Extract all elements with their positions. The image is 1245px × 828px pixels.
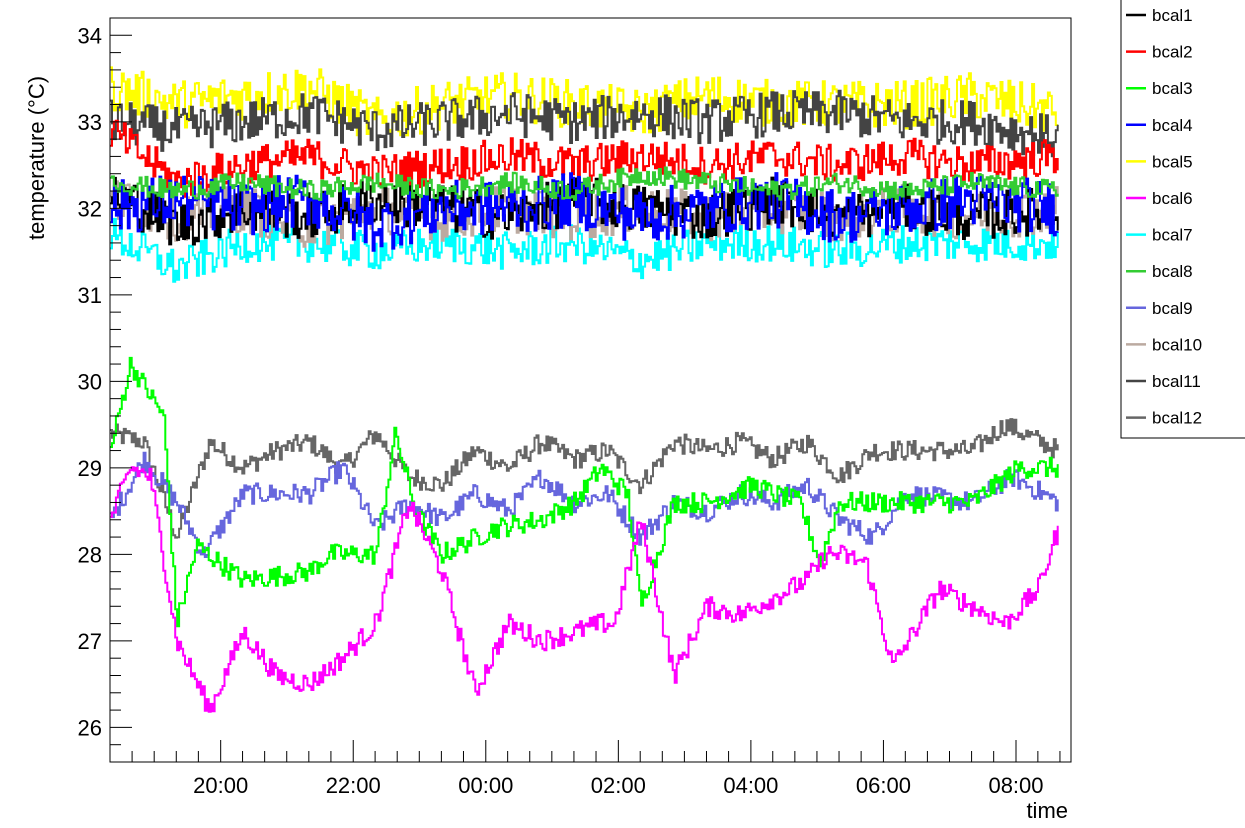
y-tick-label: 29 xyxy=(78,456,102,481)
y-tick-label: 31 xyxy=(78,283,102,308)
legend-label-bcal4: bcal4 xyxy=(1152,116,1193,135)
x-tick-label: 02:00 xyxy=(591,773,646,798)
x-axis-title: time xyxy=(1026,798,1068,823)
legend-label-bcal7: bcal7 xyxy=(1152,226,1193,245)
legend-label-bcal3: bcal3 xyxy=(1152,79,1193,98)
series-line-bcal3 xyxy=(110,356,1059,628)
legend-label-bcal11: bcal11 xyxy=(1152,372,1201,391)
legend-box xyxy=(1120,0,1245,439)
legend: bcal1 bcal2 bcal3 bcal4 bcal5 bcal6 bcal7 bcal8… xyxy=(1120,0,1245,439)
series-line-bcal7 xyxy=(110,217,1059,283)
x-tick-label: 20:00 xyxy=(193,773,248,798)
legend-label-bcal9: bcal9 xyxy=(1152,299,1193,318)
x-tick-label: 06:00 xyxy=(856,773,911,798)
legend-label-bcal10: bcal10 xyxy=(1152,335,1202,354)
series-line-bcal12 xyxy=(110,418,1059,539)
series-line-bcal11 xyxy=(110,89,1059,158)
y-tick-label: 30 xyxy=(78,369,102,394)
y-tick-label: 27 xyxy=(78,629,102,654)
series-line-bcal2 xyxy=(110,119,1059,198)
y-tick-label: 26 xyxy=(78,715,102,740)
y-tick-label: 32 xyxy=(78,196,102,221)
y-tick-label: 28 xyxy=(78,542,102,567)
axis-layer: 26 27 28 29 30 31 32 33 34 20:00 22:00 00:00 02:00 04… xyxy=(78,17,1061,798)
x-tick-label: 08:00 xyxy=(988,773,1043,798)
series-line-bcal6 xyxy=(110,466,1059,713)
x-tick-label: 04:00 xyxy=(723,773,778,798)
legend-label-bcal1: bcal1 xyxy=(1152,6,1193,25)
x-tick-label: 00:00 xyxy=(458,773,513,798)
series-line-bcal5 xyxy=(110,66,1059,138)
legend-label-bcal8: bcal8 xyxy=(1152,262,1193,281)
series-layer xyxy=(110,66,1059,713)
y-tick-label: 34 xyxy=(78,23,102,48)
plot-frame xyxy=(109,17,1072,763)
x-tick-label: 22:00 xyxy=(326,773,381,798)
y-axis-title: temperature (°C) xyxy=(24,76,49,240)
legend-label-bcal12: bcal12 xyxy=(1152,409,1202,428)
legend-label-bcal6: bcal6 xyxy=(1152,189,1193,208)
legend-items: bcal1 bcal2 bcal3 bcal4 bcal5 bcal6 bcal7 bcal8… xyxy=(1126,6,1202,428)
legend-label-bcal2: bcal2 xyxy=(1152,43,1193,62)
y-tick-label: 33 xyxy=(78,110,102,135)
legend-label-bcal5: bcal5 xyxy=(1152,152,1193,171)
series-line-bcal8 xyxy=(110,166,1059,201)
